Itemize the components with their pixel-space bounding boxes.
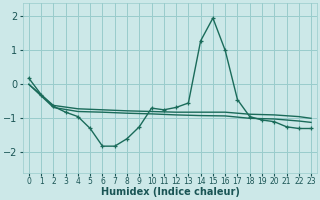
X-axis label: Humidex (Indice chaleur): Humidex (Indice chaleur) [100, 187, 239, 197]
